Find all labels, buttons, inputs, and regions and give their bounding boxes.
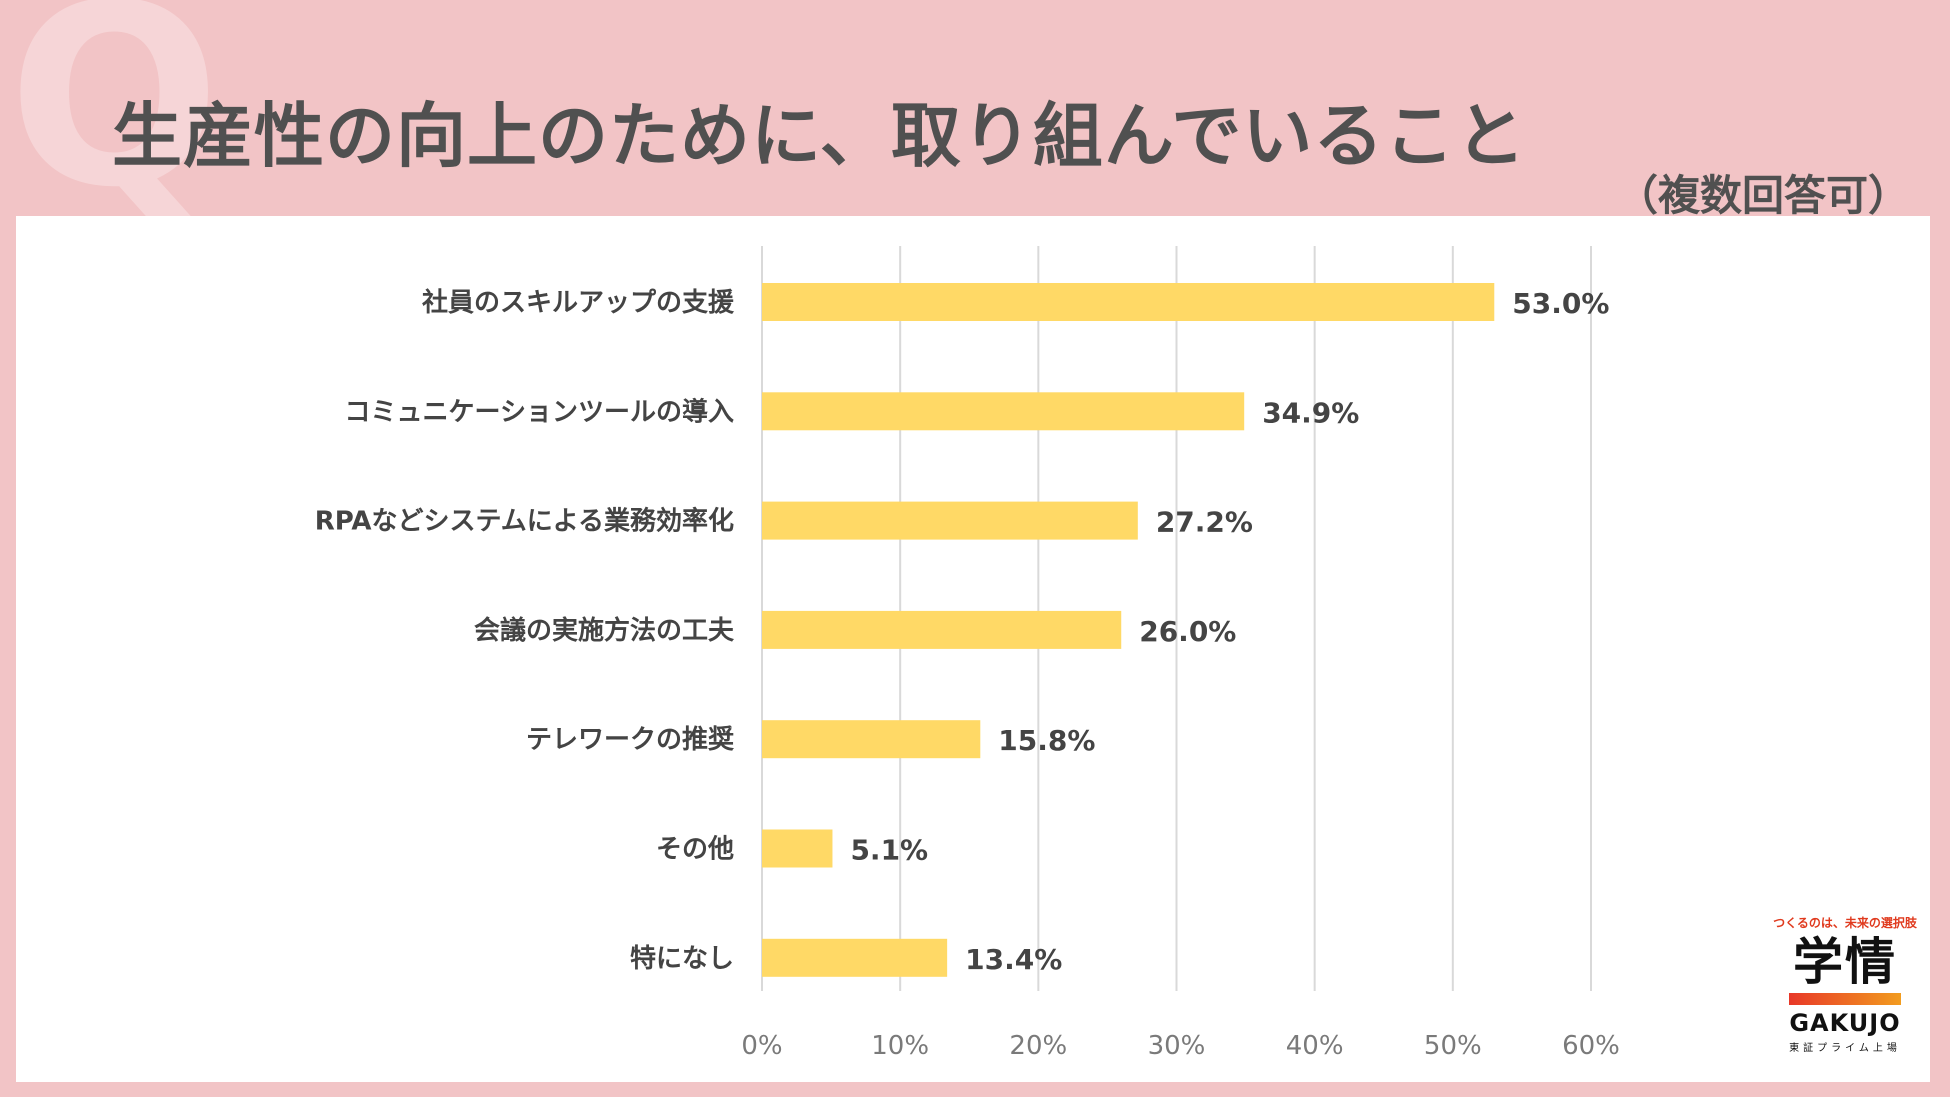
data-label: 15.8% [998,724,1095,757]
category-label: 会議の実施方法の工夫 [474,615,735,646]
category-label: その他 [656,835,734,865]
logo-wordmark: GAKUJO [1789,1009,1901,1037]
x-tick-label: 40% [1286,1031,1344,1061]
data-label: 34.9% [1262,396,1359,429]
bar-chart: 0% 10% 20% 30% 40% 50% 60% 社員のスキルアップの支援 53.0% コミュ… [315,246,1620,1061]
logo-kanji: 学情 [1793,933,1897,991]
category-label: 特になし [630,943,734,974]
page-title: 生産性の向上のために、取り組んでいること [112,95,1527,177]
x-tick-label: 60% [1562,1031,1620,1061]
bar [762,938,948,977]
x-tick-label: 50% [1424,1031,1482,1061]
category-label: 社員のスキルアップの支援 [422,287,735,318]
logo-tagline: つくるのは、未来の選択肢 [1773,916,1917,930]
bar [762,392,1245,431]
data-label: 5.1% [850,834,928,867]
data-label: 53.0% [1512,287,1609,320]
q-watermark: Q [8,0,221,242]
page-subtitle: （複数回答可） [1615,171,1910,220]
category-label: コミュニケーションツールの導入 [345,396,734,427]
data-label: 26.0% [1139,615,1236,648]
category-label: RPAなどシステムによる業務効率化 [315,506,734,537]
category-label: テレワークの推奨 [526,725,735,755]
bar [762,610,1122,649]
bar [762,283,1495,321]
bar [762,720,981,759]
x-tick-label: 0% [741,1031,782,1061]
chart-panel: 0% 10% 20% 30% 40% 50% 60% 社員のスキルアップの支援 53.0% コミュ… [16,216,1930,1082]
gakujo-logo: つくるのは、未来の選択肢 学情 GAKUJO 東証プライム上場 [1750,914,1940,1054]
bar [762,501,1138,540]
x-tick-label: 30% [1148,1031,1206,1061]
data-label: 13.4% [965,943,1062,976]
logo-listing: 東証プライム上場 [1789,1043,1901,1054]
data-label: 27.2% [1156,506,1253,539]
logo-color-bar [1789,993,1901,1005]
bar [762,829,833,868]
x-tick-label: 10% [871,1031,929,1061]
x-tick-label: 20% [1009,1031,1067,1061]
